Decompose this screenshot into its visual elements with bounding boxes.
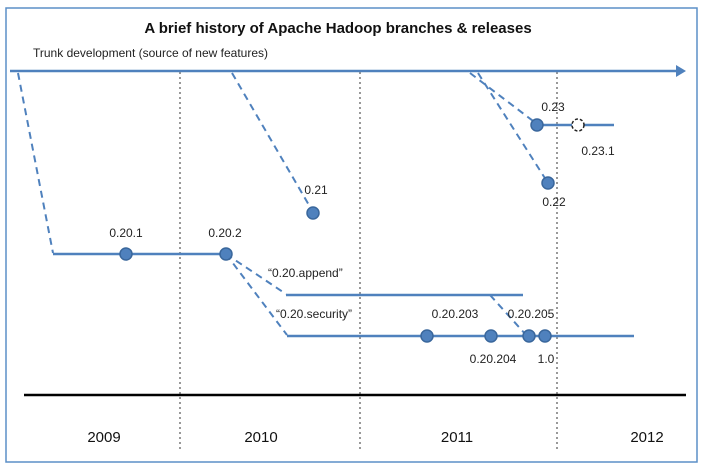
branch-off-0.22	[477, 72, 549, 184]
release-label-0.20.1: 0.20.1	[109, 226, 143, 240]
release-label-0.20.205: 0.20.205	[508, 307, 555, 321]
release-label-0.22: 0.22	[542, 195, 566, 209]
release-node-0.23.1-planned	[571, 118, 585, 132]
year-label-2009: 2009	[87, 429, 120, 446]
release-node-0.20.1	[119, 247, 133, 261]
branch-off-append	[225, 253, 287, 295]
release-node-0.20.203	[420, 329, 434, 343]
trunk-label: Trunk development (source of new feature…	[33, 46, 268, 60]
release-label-0.20.2: 0.20.2	[208, 226, 242, 240]
release-node-0.22	[541, 176, 555, 190]
year-label-2012: 2012	[630, 429, 663, 446]
release-label-0.23: 0.23	[541, 100, 565, 114]
branch-off-0.21	[231, 72, 314, 213]
branch-off-0.23	[469, 72, 538, 125]
year-label-2010: 2010	[244, 429, 277, 446]
branch-off-0.20	[17, 72, 54, 254]
release-node-0.20.204	[484, 329, 498, 343]
release-label-0.23.1: 0.23.1	[581, 144, 615, 158]
release-label-0.20.204: 0.20.204	[470, 352, 517, 366]
diagram-title: A brief history of Apache Hadoop branche…	[144, 20, 531, 37]
release-node-1.0	[538, 329, 552, 343]
diagram-border	[5, 7, 698, 463]
release-label-0.21: 0.21	[304, 183, 328, 197]
branch-label-append: “0.20.append”	[268, 266, 343, 280]
merge-append-to-security	[489, 294, 528, 337]
release-label-0.20.203: 0.20.203	[432, 307, 479, 321]
branch-off-security	[225, 253, 288, 336]
release-node-0.23	[530, 118, 544, 132]
release-label-1.0: 1.0	[538, 352, 555, 366]
release-node-0.20.2	[219, 247, 233, 261]
year-label-2011: 2011	[441, 429, 473, 446]
release-node-0.20.205	[522, 329, 536, 343]
release-node-0.21	[306, 206, 320, 220]
branch-label-security: “0.20.security”	[276, 307, 352, 321]
trunk-arrowhead	[676, 65, 686, 77]
